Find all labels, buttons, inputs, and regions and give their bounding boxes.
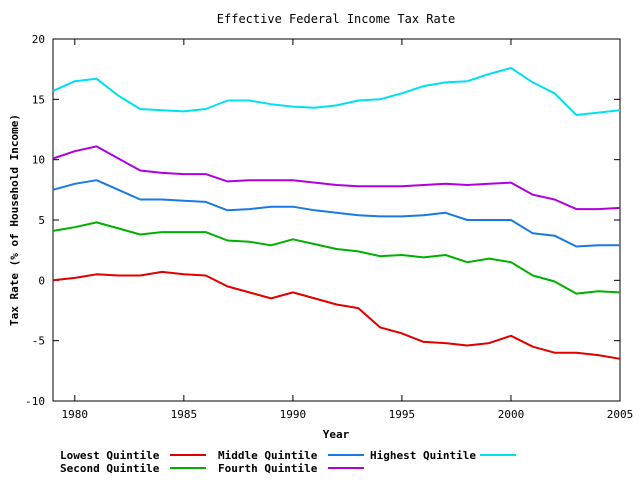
y-tick-label: 15 bbox=[32, 93, 45, 106]
x-tick-label: 1980 bbox=[62, 408, 89, 421]
series-line-highest-quintile bbox=[52, 67, 621, 116]
y-tick-label: 0 bbox=[38, 274, 45, 287]
y-tick-label: -10 bbox=[25, 395, 45, 408]
series-lines bbox=[52, 67, 621, 360]
series-line-fourth-quintile bbox=[52, 145, 621, 211]
legend-label-highest-quintile: Highest Quintile bbox=[370, 449, 476, 462]
x-tick-label: 1985 bbox=[171, 408, 198, 421]
x-tick-label: 2000 bbox=[498, 408, 525, 421]
x-axis-label: Year bbox=[323, 428, 350, 441]
y-tick-label: 10 bbox=[32, 154, 45, 167]
y-tick-label: 5 bbox=[38, 214, 45, 227]
chart-title: Effective Federal Income Tax Rate bbox=[217, 12, 455, 26]
series-line-lowest-quintile bbox=[52, 270, 621, 360]
legend-label-middle-quintile: Middle Quintile bbox=[218, 449, 318, 462]
x-tick-label: 1990 bbox=[280, 408, 307, 421]
y-tick-label: 20 bbox=[32, 33, 45, 46]
x-tick-label: 2005 bbox=[607, 408, 634, 421]
x-tick-label: 1995 bbox=[389, 408, 416, 421]
legend-label-lowest-quintile: Lowest Quintile bbox=[60, 449, 160, 462]
y-tick-label: -5 bbox=[32, 335, 45, 348]
axis-ticks: -10 -5 0 5 10 15 20 1980 1985 1990 1995 2000 2005 bbox=[25, 33, 633, 421]
series-line-middle-quintile bbox=[52, 179, 620, 248]
series-line-second-quintile bbox=[52, 221, 621, 295]
legend-label-second-quintile: Second Quintile bbox=[60, 462, 160, 475]
legend-label-fourth-quintile: Fourth Quintile bbox=[218, 462, 318, 475]
y-axis-label: Tax Rate (% of Household Income) bbox=[8, 114, 21, 326]
